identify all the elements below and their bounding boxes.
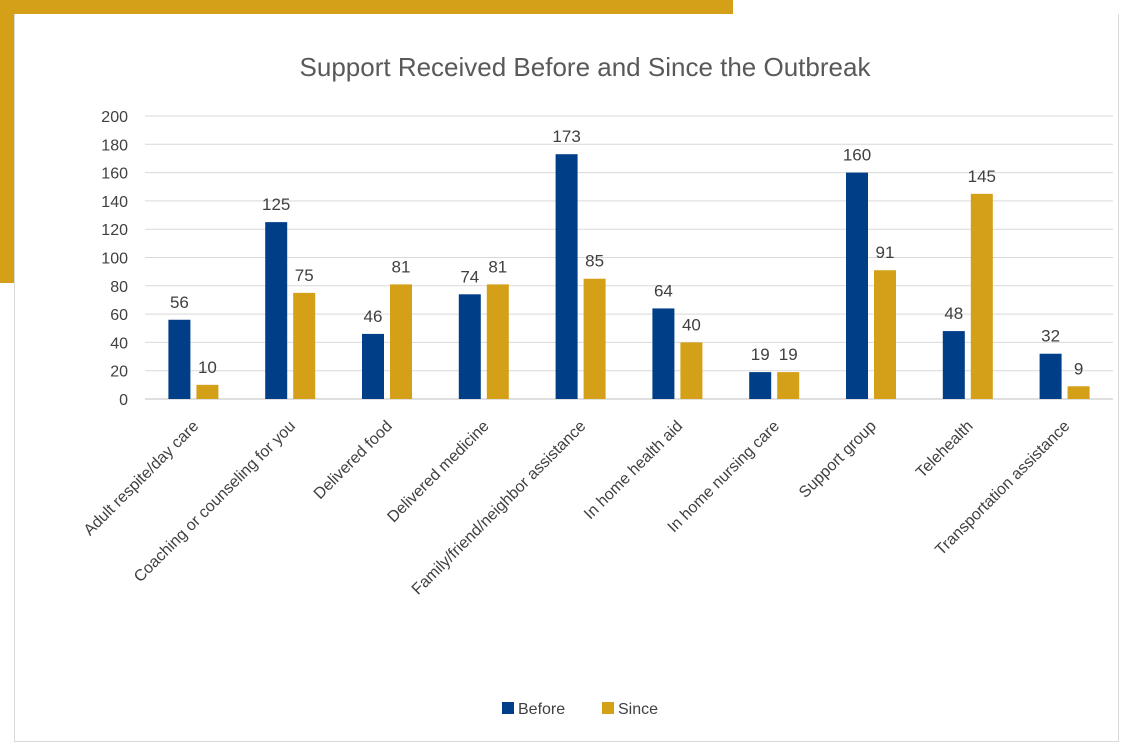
bar-before-7 (846, 172, 868, 399)
data-label-before-6: 19 (751, 345, 770, 364)
legend-swatch-since (602, 702, 614, 714)
data-label-before-8: 48 (944, 304, 963, 323)
data-label-since-1: 75 (295, 266, 314, 285)
bar-since-6 (777, 372, 800, 399)
bar-before-9 (1039, 353, 1062, 399)
accent-bar-top (0, 0, 733, 14)
bar-before-3 (458, 294, 481, 399)
category-label-6: In home nursing care (665, 418, 783, 536)
data-label-since-9: 9 (1074, 359, 1083, 378)
bar-before-1 (265, 222, 288, 399)
y-tick-label: 80 (110, 279, 128, 296)
chart-frame (14, 14, 1119, 742)
y-tick-label: 160 (101, 166, 128, 183)
y-tick-label: 20 (110, 364, 128, 381)
data-label-before-7: 160 (843, 146, 871, 165)
bar-before-6 (749, 372, 772, 399)
bar-since-0 (196, 384, 219, 399)
data-label-before-1: 125 (262, 195, 290, 214)
category-label-3: Delivered medicine (384, 418, 492, 526)
data-label-before-2: 46 (364, 307, 383, 326)
bar-before-8 (942, 331, 965, 399)
data-label-since-4: 85 (585, 252, 604, 271)
accent-bar-left (0, 0, 14, 283)
bar-since-7 (874, 270, 896, 399)
data-label-before-3: 74 (460, 267, 479, 286)
data-label-before-0: 56 (170, 293, 189, 312)
bars (168, 154, 1090, 399)
y-axis-ticks: 0 20 40 60 80 100 120 140 160 180 200 (101, 109, 128, 409)
bar-since-3 (486, 284, 509, 399)
bar-before-0 (168, 319, 191, 399)
data-label-before-9: 32 (1041, 327, 1060, 346)
data-label-since-2: 81 (392, 257, 411, 276)
data-label-before-4: 173 (552, 127, 580, 146)
category-label-1: Coaching or counseling for you (131, 418, 299, 586)
y-tick-label: 120 (101, 222, 128, 239)
category-label-5: In home health aid (581, 418, 686, 523)
bar-since-4 (583, 278, 606, 399)
y-tick-label: 100 (101, 251, 128, 268)
data-label-since-3: 81 (488, 257, 507, 276)
y-tick-label: 0 (119, 392, 128, 409)
data-label-since-0: 10 (198, 358, 217, 377)
data-label-since-6: 19 (779, 345, 798, 364)
category-label-7: Support group (796, 418, 880, 502)
bar-since-1 (293, 292, 316, 399)
bar-before-4 (555, 154, 578, 399)
y-tick-label: 40 (110, 335, 128, 352)
category-label-2: Delivered food (311, 418, 396, 503)
data-labels: 56 10 125 75 46 81 74 81 173 85 64 40 19 19 160 91 48 145… (170, 127, 1083, 378)
bar-since-2 (390, 284, 412, 399)
bar-since-5 (680, 342, 703, 399)
data-label-since-7: 91 (876, 243, 895, 262)
data-label-since-8: 145 (968, 167, 996, 186)
bar-before-5 (652, 308, 675, 399)
category-label-4: Family/friend/neighbor assistance (409, 418, 590, 599)
legend-label-since: Since (618, 701, 658, 718)
y-tick-label: 140 (101, 194, 128, 211)
legend: Before Since (502, 701, 658, 718)
category-label-8: Telehealth (913, 418, 977, 482)
chart-title: Support Received Before and Since the Ou… (300, 52, 872, 82)
y-tick-label: 60 (110, 307, 128, 324)
y-tick-label: 180 (101, 137, 128, 154)
legend-swatch-before (502, 702, 514, 714)
legend-label-before: Before (518, 701, 565, 718)
bar-before-2 (362, 333, 384, 399)
data-label-since-5: 40 (682, 315, 701, 334)
gridlines (145, 115, 1113, 400)
bar-since-8 (970, 193, 993, 399)
data-label-before-5: 64 (654, 281, 673, 300)
y-tick-label: 200 (101, 109, 128, 126)
bar-since-9 (1067, 386, 1090, 399)
